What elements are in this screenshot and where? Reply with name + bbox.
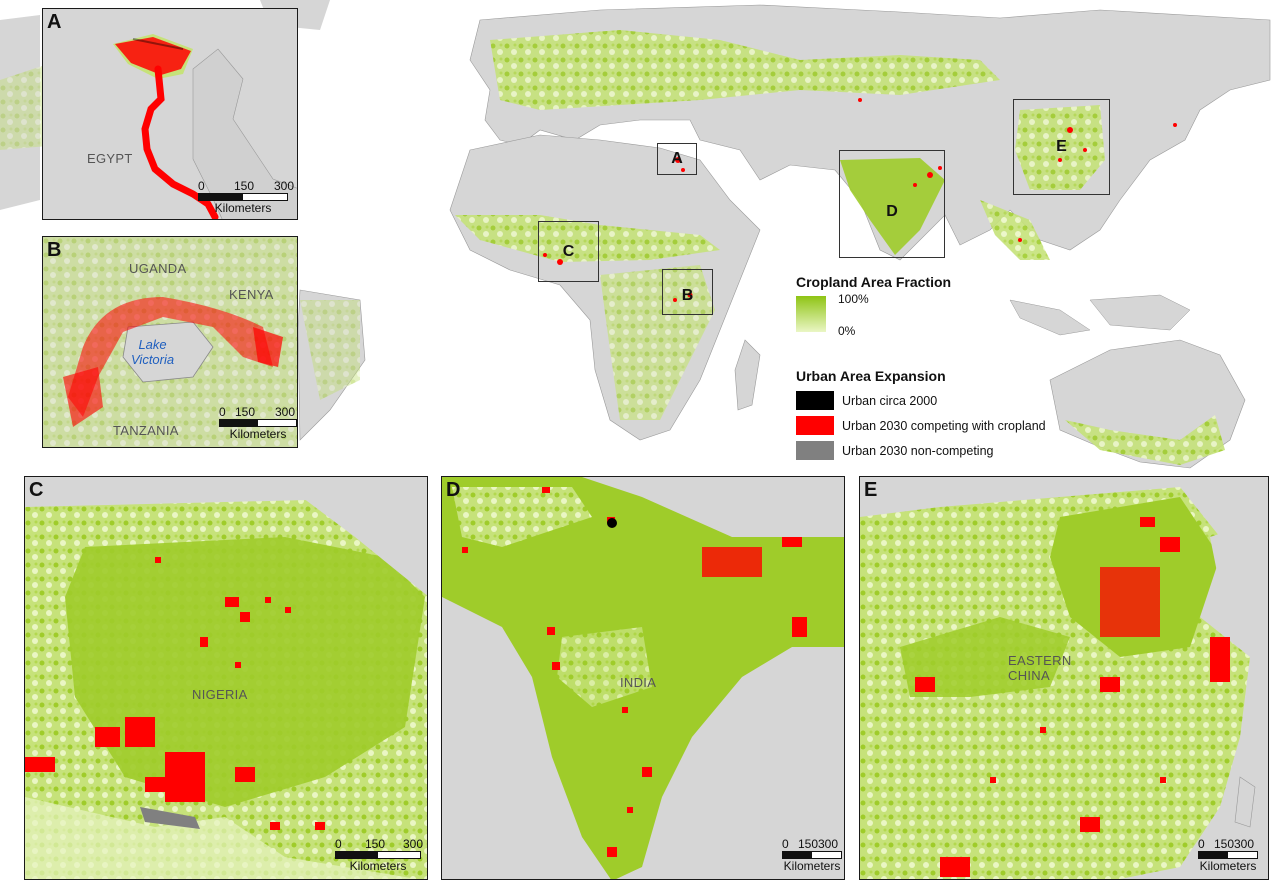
panel-a-label: A [47,11,62,33]
cropland-max-label: 100% [838,292,869,306]
urban-2000-swatch [796,391,834,410]
overview-box-b-label: B [681,287,694,305]
scale-tick-0: 0 [198,179,205,193]
scale-tick-0: 0 [782,837,789,851]
panel-b-lake-label: Lake Victoria [131,337,174,367]
panel-d-india: D INDIA 0 150 300 Kilometers [441,476,845,880]
scale-tick-150: 150 [365,837,386,851]
overview-box-c-label: C [562,242,575,260]
panel-c-scale-bar: 0 150 300 Kilometers [335,837,424,873]
place-line1: EASTERN [1008,653,1072,668]
scale-unit: Kilometers [349,859,407,873]
overview-box-e[interactable]: E [1013,99,1110,195]
scale-tick-0: 0 [219,405,226,419]
legend-item-urban-2030-noncompeting: Urban 2030 non-competing [796,438,1046,463]
overview-box-b[interactable]: B [662,269,713,315]
panel-e-label: E [864,479,878,501]
overview-box-e-label: E [1056,138,1067,155]
overview-box-a[interactable]: A [657,143,697,175]
world-overview-map [0,0,1271,469]
overview-box-d[interactable]: D [839,150,945,258]
scale-unit: Kilometers [1199,859,1257,873]
urban-2030-noncompeting-swatch [796,441,834,460]
urban-2030-competing-swatch [796,416,834,435]
place-line2: CHINA [1008,668,1050,683]
scale-unit: Kilometers [783,859,841,873]
panel-a-place-label: EGYPT [87,151,133,166]
scale-tick-150: 150 [234,179,255,193]
scale-tick-300: 300 [274,179,295,193]
scale-unit: Kilometers [229,427,287,441]
cropland-gradient [796,296,826,332]
panel-d-scale-bar: 0 150 300 Kilometers [782,837,842,873]
legend-item-urban-2000: Urban circa 2000 [796,388,1046,413]
scale-tick-150: 150 [1214,837,1235,851]
scale-tick-150: 150 [798,837,819,851]
panel-e-scale-bar: 0 150 300 Kilometers [1198,837,1258,873]
panel-c-place-label: NIGERIA [192,687,248,702]
scale-unit: Kilometers [214,201,272,215]
urban-legend-title: Urban Area Expansion [796,368,946,384]
legend-item-urban-2030-competing: Urban 2030 competing with cropland [796,413,1046,438]
panel-c-label: C [29,479,44,501]
scale-tick-300: 300 [818,837,839,851]
panel-e-eastern-china: E EASTERN CHINA 0 150 300 Kilometers [859,476,1269,880]
cropland-legend-title: Cropland Area Fraction [796,274,952,290]
panel-b-scale-bar: 0 150 300 Kilometers [219,405,297,441]
scale-tick-0: 0 [1198,837,1205,851]
lake-label-line2: Victoria [131,352,175,367]
panel-b-place-tanzania: TANZANIA [113,423,179,438]
urban-legend: Urban Area Expansion Urban circa 2000 Ur… [796,368,1046,463]
legend-item-label: Urban 2030 competing with cropland [842,418,1046,433]
scale-tick-300: 300 [1234,837,1255,851]
panel-b-place-kenya: KENYA [229,287,274,302]
cropland-legend: Cropland Area Fraction 100% 0% [796,274,951,338]
legend-item-label: Urban circa 2000 [842,393,938,408]
panel-d-label: D [446,479,461,501]
lake-label-line1: Lake [138,337,167,352]
panel-b-label: B [47,239,62,261]
scale-tick-0: 0 [335,837,342,851]
panel-c-nigeria: C NIGERIA 0 150 300 Kilometers [24,476,428,880]
panel-a-egypt: A EGYPT 0 150 300 Kilometers [42,8,298,220]
panel-a-scale-bar: 0 150 300 Kilometers [198,179,294,215]
scale-tick-300: 300 [275,405,296,419]
overview-box-d-label: D [886,203,898,221]
scale-tick-300: 300 [403,837,424,851]
overview-box-a-label: A [671,150,683,167]
cropland-min-label: 0% [838,324,856,338]
panel-b-place-uganda: UGANDA [129,261,187,276]
legend-item-label: Urban 2030 non-competing [842,443,994,458]
panel-d-place-label: INDIA [620,675,657,690]
overview-box-c[interactable]: C [538,221,599,282]
scale-tick-150: 150 [235,405,256,419]
panel-e-place-label: EASTERN CHINA [1008,653,1072,683]
